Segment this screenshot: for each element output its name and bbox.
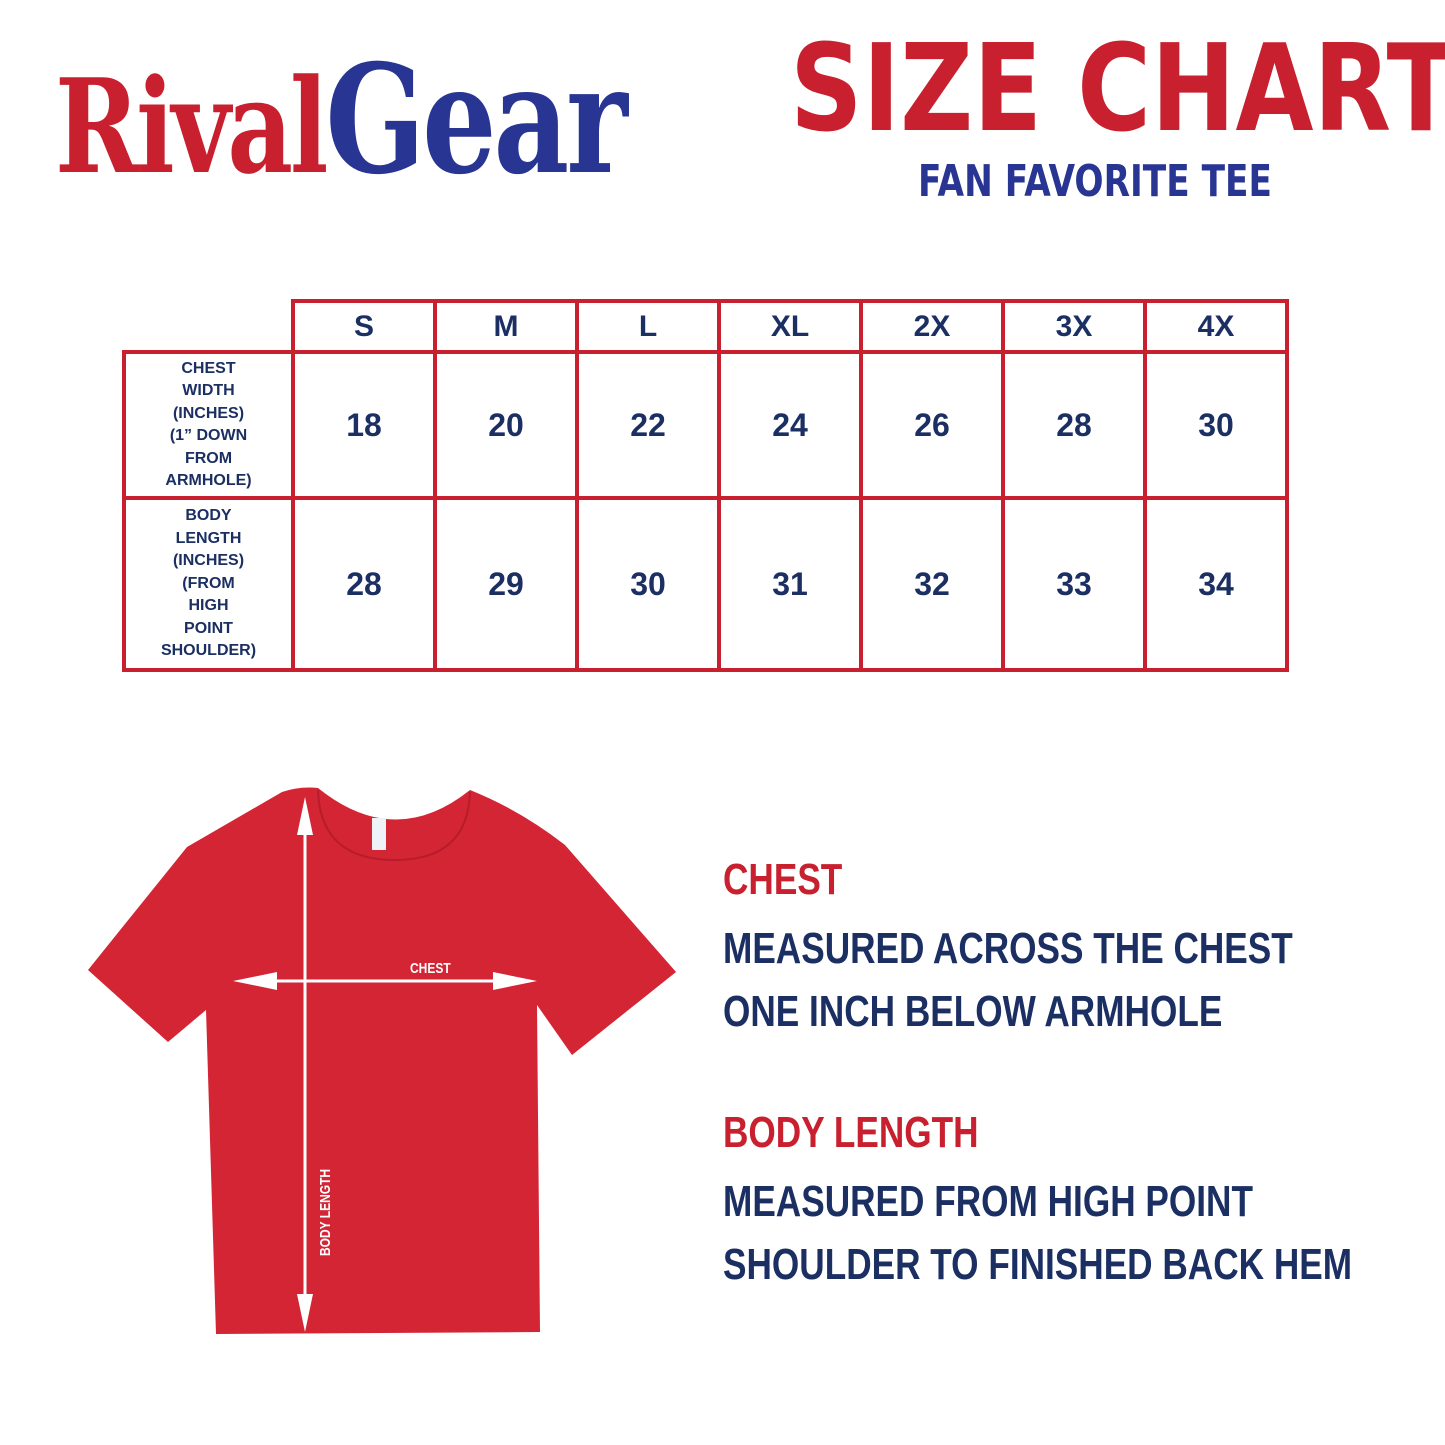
body-length-line: MEASURED FROM HIGH POINT xyxy=(723,1177,1253,1226)
table-cell: 34 xyxy=(1143,496,1289,672)
label-line: CHEST xyxy=(181,359,236,377)
table-cell: 33 xyxy=(1001,496,1147,672)
chest-arrow xyxy=(233,972,537,990)
label-line: (1” DOWN xyxy=(169,427,248,444)
body-length-diagram-label: BODY LENGTH xyxy=(317,1169,334,1256)
table-row-chest: CHEST WIDTH (INCHES) (1” DOWN FROM ARMHO… xyxy=(122,350,1289,500)
chest-heading: CHEST xyxy=(723,855,843,904)
logo-rival: Rival xyxy=(55,50,328,203)
logo-gear: Gear xyxy=(325,32,627,208)
size-header: XL xyxy=(717,299,863,354)
table-cell: 18 xyxy=(291,350,437,500)
label-line: WIDTH xyxy=(182,382,235,399)
table-cell: 31 xyxy=(717,496,863,672)
body-length-description: MEASURED FROM HIGH POINT SHOULDER TO FIN… xyxy=(723,1170,1352,1296)
label-line: POINT xyxy=(184,619,233,637)
table-row-body-length: BODY LENGTH (INCHES) (FROM HIGH POINT SH… xyxy=(122,496,1289,672)
label-line: BODY xyxy=(185,507,232,525)
table-cell: 30 xyxy=(1143,350,1289,500)
shirt-tag-icon xyxy=(372,818,386,850)
label-line: HIGH xyxy=(188,597,229,615)
table-cell: 28 xyxy=(1001,350,1147,500)
collar xyxy=(317,789,471,862)
page-subtitle: FAN FAVORITE TEE xyxy=(918,156,1272,207)
brand-logo: RivalGear xyxy=(55,40,628,207)
size-header-row: S M L XL 2X 3X 4X xyxy=(124,299,1289,354)
size-header: M xyxy=(433,299,579,354)
label-line: LENGTH xyxy=(175,529,242,547)
body-length-line: SHOULDER TO FINISHED BACK HEM xyxy=(723,1240,1353,1289)
size-header: 2X xyxy=(859,299,1005,354)
table-cell: 26 xyxy=(859,350,1005,500)
body-length-arrow xyxy=(297,797,313,1332)
tshirt-icon xyxy=(88,787,676,1334)
table-cell: 22 xyxy=(575,350,721,500)
size-header: 3X xyxy=(1001,299,1147,354)
row-label-body-length: BODY LENGTH (INCHES) (FROM HIGH POINT SH… xyxy=(122,496,295,672)
table-cell: 28 xyxy=(291,496,437,672)
chest-line: MEASURED ACROSS THE CHEST xyxy=(723,924,1293,973)
table-cell: 32 xyxy=(859,496,1005,672)
page-title: SIZE CHART xyxy=(790,20,1445,159)
label-line: (INCHES) xyxy=(172,404,245,422)
chest-description: MEASURED ACROSS THE CHEST ONE INCH BELOW… xyxy=(723,917,1293,1043)
size-header: S xyxy=(291,299,437,354)
chest-line: ONE INCH BELOW ARMHOLE xyxy=(723,987,1223,1036)
table-cell: 30 xyxy=(575,496,721,672)
table-corner xyxy=(124,301,295,354)
table-cell: 20 xyxy=(433,350,579,500)
label-line: SHOULDER) xyxy=(160,642,257,660)
row-label-chest: CHEST WIDTH (INCHES) (1” DOWN FROM ARMHO… xyxy=(122,350,295,500)
size-header: 4X xyxy=(1143,299,1289,354)
label-line: FROM xyxy=(184,449,233,467)
table-cell: 29 xyxy=(433,496,579,672)
label-line: (INCHES) xyxy=(172,552,245,570)
label-line: (FROM xyxy=(182,574,235,592)
chest-diagram-label: CHEST xyxy=(410,960,451,977)
body-length-heading: BODY LENGTH xyxy=(723,1108,979,1157)
size-header: L xyxy=(575,299,721,354)
size-table: S M L XL 2X 3X 4X CHEST WIDTH (INCHES) (… xyxy=(122,299,1289,672)
table-cell: 24 xyxy=(717,350,863,500)
label-line: ARMHOLE) xyxy=(165,472,252,489)
